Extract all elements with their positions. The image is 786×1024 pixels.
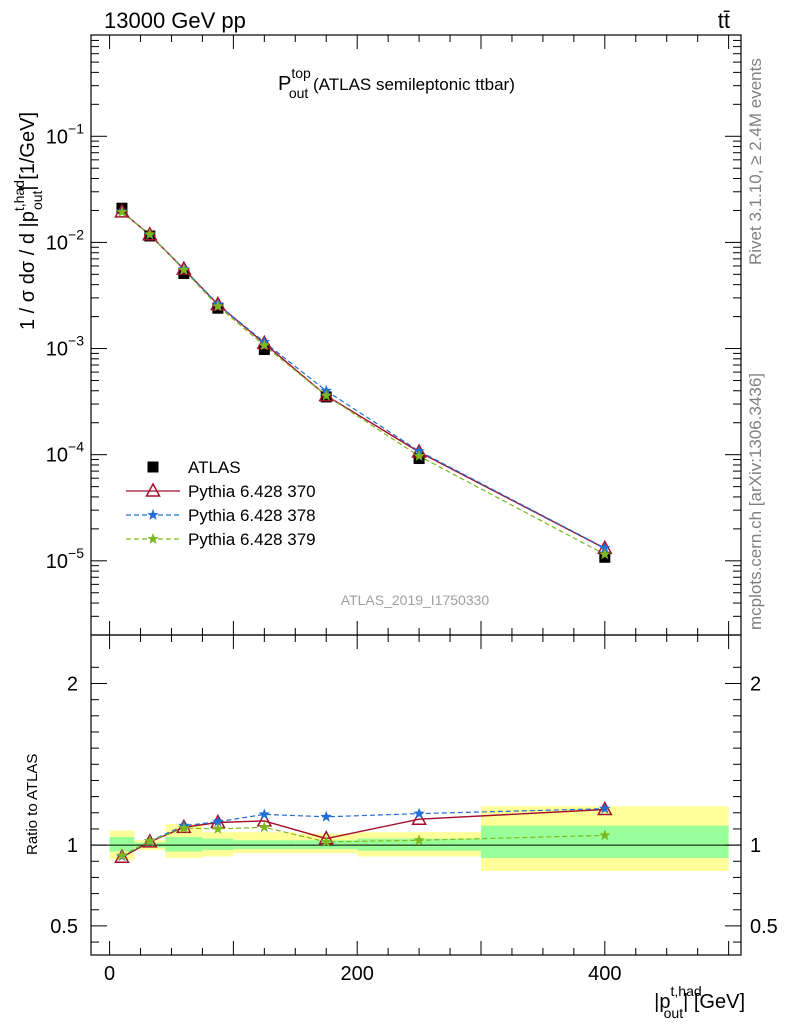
tick-base: 10 xyxy=(46,551,68,573)
plot-title-sub: out xyxy=(289,85,309,101)
mc-point xyxy=(320,389,332,401)
ratio-point xyxy=(178,822,190,833)
uncertainty-band-inner xyxy=(202,838,234,850)
main-series-line xyxy=(121,211,606,555)
main-y-tick-label: 10−4 xyxy=(46,439,84,467)
main-y-label-sub: out xyxy=(29,190,45,210)
ratio-point xyxy=(320,810,332,822)
mcplots-text: mcplots.cern.ch [arXiv:1306.3436] xyxy=(746,373,765,630)
process-label: tt̄ xyxy=(718,8,730,33)
main-y-tick-label: 10−5 xyxy=(46,545,84,573)
plot-title-main: P xyxy=(278,73,291,95)
main-y-tick-label: 10−2 xyxy=(46,226,84,254)
tick-exponent: −4 xyxy=(68,439,84,455)
rivet-version-text: Rivet 3.1.10, ≥ 2.4M events xyxy=(746,58,765,265)
x-tick-label: 200 xyxy=(341,963,374,985)
ratio-y-tick-label-left: 0.5 xyxy=(50,916,78,938)
ratio-point xyxy=(144,835,156,846)
ratio-point xyxy=(599,802,611,814)
ratio-series-line xyxy=(121,826,605,857)
plot-title-sup: top xyxy=(291,65,311,81)
main-y-label-sup: t,had xyxy=(11,180,27,211)
data-point xyxy=(599,551,611,563)
plot-title: Ptop out (ATLAS semileptonic ttbar) xyxy=(278,65,515,101)
legend-marker xyxy=(147,461,159,473)
ratio-series-line xyxy=(121,808,605,858)
mc-point xyxy=(256,334,273,350)
ratio-y-tick-label-right: 2 xyxy=(750,673,761,695)
x-tick-label: 0 xyxy=(104,963,115,985)
ratio-point xyxy=(212,822,224,834)
tick-exponent: −5 xyxy=(68,545,84,561)
mc-point xyxy=(599,548,611,560)
ratio-point xyxy=(413,807,425,819)
mc-point xyxy=(116,206,128,217)
ratio-y-tick-label-left: 1 xyxy=(67,835,78,857)
mc-point xyxy=(178,264,190,275)
ratio-y-tick-label-right: 1 xyxy=(750,835,761,857)
mc-point xyxy=(212,300,224,312)
ratio-y-tick-label-right: 0.5 xyxy=(750,916,778,938)
ratio-point xyxy=(413,834,425,846)
tick-exponent: −2 xyxy=(68,226,84,242)
ratio-point xyxy=(212,815,224,827)
legend-marker xyxy=(147,533,159,544)
x-tick-label: 400 xyxy=(588,963,621,985)
x-label-prefix: |p xyxy=(654,991,670,1013)
main-y-label-prefix: 1 / σ dσ / d |p xyxy=(17,211,39,330)
ratio-point xyxy=(411,810,427,825)
ratio-point xyxy=(258,821,270,833)
ratio-point xyxy=(258,808,270,820)
tick-base: 10 xyxy=(46,445,68,467)
tick-exponent: −3 xyxy=(68,333,84,349)
x-label-suffix: | [GeV] xyxy=(683,991,745,1013)
ratio-y-axis-label: Ratio to ATLAS xyxy=(24,754,41,855)
mc-point xyxy=(413,450,425,461)
tick-exponent: −1 xyxy=(68,120,84,136)
x-label-sup: t,had xyxy=(671,983,702,999)
legend-label: Pythia 6.428 370 xyxy=(188,482,316,501)
tick-base: 10 xyxy=(46,232,68,254)
legend-marker xyxy=(145,482,161,497)
mc-point xyxy=(258,339,270,351)
main-y-label-suffix: | [1/GeV] xyxy=(17,112,39,191)
legend-label: ATLAS xyxy=(188,458,241,477)
main-y-tick-label: 10−3 xyxy=(46,333,84,361)
x-axis-label: |pt,had out| [GeV] xyxy=(654,983,745,1021)
x-label-sub: out xyxy=(664,1005,684,1021)
legend-label: Pythia 6.428 379 xyxy=(188,530,316,549)
tick-base: 10 xyxy=(46,126,68,148)
plot-title-rest: (ATLAS semileptonic ttbar) xyxy=(308,75,515,94)
legend-label: Pythia 6.428 378 xyxy=(188,506,316,525)
ratio-frame xyxy=(90,634,742,956)
uncertainty-band-inner xyxy=(165,837,203,852)
uncertainty-band-inner xyxy=(109,837,135,852)
mc-point xyxy=(599,542,611,553)
ratio-point xyxy=(320,835,332,847)
main-y-tick-label: 10−1 xyxy=(46,120,84,148)
main-y-axis-label: 1 / σ dσ / d |pt,had out| [1/GeV] xyxy=(11,112,45,330)
data-point xyxy=(258,343,270,355)
tick-base: 10 xyxy=(46,339,68,361)
energy-label: 13000 GeV pp xyxy=(104,8,246,33)
ratio-series-line xyxy=(121,808,605,857)
ratio-point xyxy=(116,849,128,861)
ratio-y-tick-label-left: 2 xyxy=(67,673,78,695)
analysis-watermark: ATLAS_2019_I1750330 xyxy=(341,592,490,608)
mc-point xyxy=(144,228,156,240)
ratio-point xyxy=(599,829,611,841)
legend-marker xyxy=(147,509,159,520)
